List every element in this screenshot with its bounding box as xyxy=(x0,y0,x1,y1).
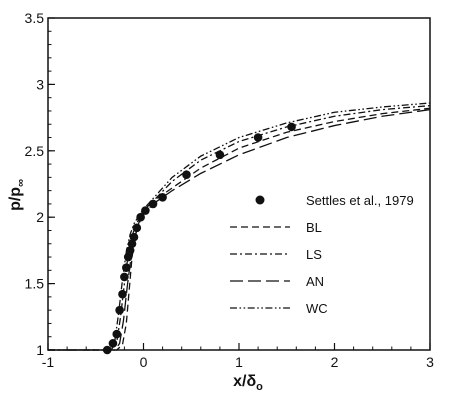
plot-series xyxy=(48,102,431,355)
legend: Settles et al., 1979 BL LS AN WC xyxy=(230,193,414,316)
x-tick-label: 0 xyxy=(140,354,148,370)
x-axis-title: x/δo xyxy=(233,373,263,393)
y-tick-label: 2.5 xyxy=(25,143,45,159)
series-line-wc xyxy=(48,102,431,351)
y-axis-title-sub: ∞ xyxy=(15,179,27,187)
y-axis-title-main: p/p xyxy=(7,187,24,211)
legend-label: Settles et al., 1979 xyxy=(306,193,414,208)
legend-marker xyxy=(255,195,265,205)
legend-label: AN xyxy=(306,274,324,289)
legend-entry-wc: WC xyxy=(230,301,328,316)
data-point xyxy=(287,122,296,132)
plot-frame xyxy=(47,17,431,351)
axis-ticks: -1 0 1 2 3 1 1.5 2 2.5 3 3.5 xyxy=(25,10,435,370)
y-tick-label: 3.5 xyxy=(25,10,45,26)
y-tick-label: 3 xyxy=(36,76,44,92)
y-tick-label: 1.5 xyxy=(25,276,45,292)
legend-label: BL xyxy=(306,220,322,235)
series-line-ls xyxy=(48,105,431,351)
x-axis-title-main: x/δ xyxy=(233,373,256,390)
y-tick-label: 1 xyxy=(36,342,44,358)
series-line-bl xyxy=(48,107,431,351)
data-point xyxy=(123,252,133,262)
x-tick-label: 2 xyxy=(331,354,339,370)
x-tick-label: 1 xyxy=(235,354,243,370)
legend-entry-an: AN xyxy=(230,274,324,289)
series-line-an xyxy=(48,108,431,351)
legend-entry-settles-et-al-1979: Settles et al., 1979 xyxy=(255,193,414,208)
y-tick-label: 2 xyxy=(36,209,44,225)
x-tick-label: -1 xyxy=(42,354,55,370)
data-point xyxy=(112,329,122,339)
x-tick-label: 3 xyxy=(426,354,434,370)
legend-entry-bl: BL xyxy=(230,220,322,235)
legend-label: LS xyxy=(306,247,322,262)
y-axis-title: p/p∞ xyxy=(7,179,27,211)
x-axis-title-sub: o xyxy=(256,381,263,393)
data-point xyxy=(118,289,127,299)
legend-entry-ls: LS xyxy=(230,247,322,262)
legend-label: WC xyxy=(306,301,328,316)
